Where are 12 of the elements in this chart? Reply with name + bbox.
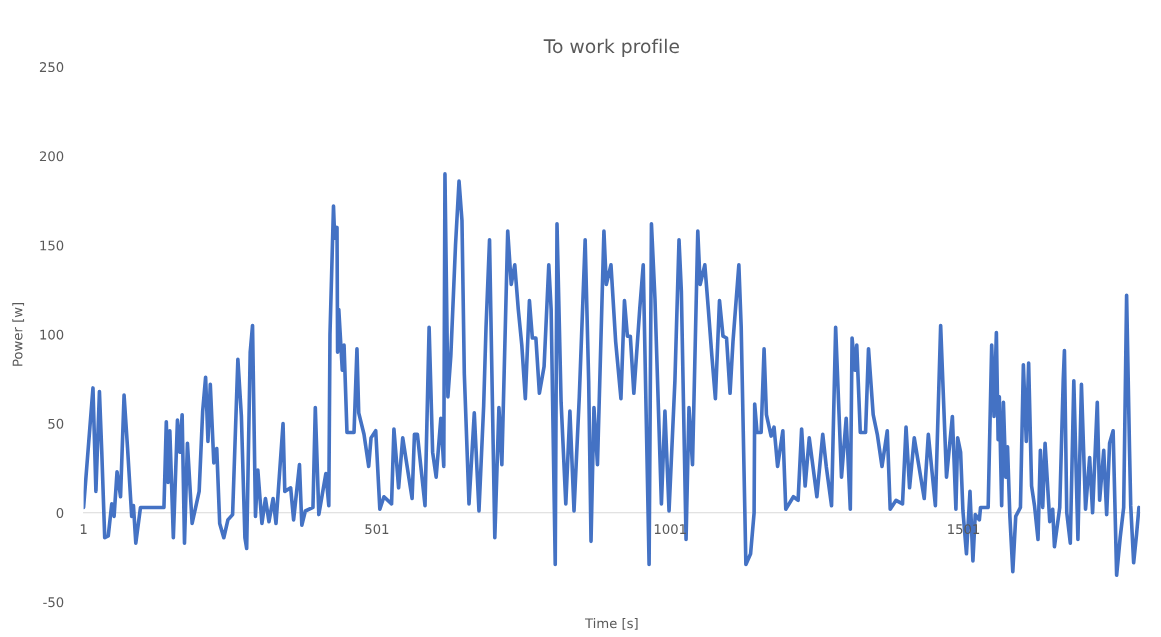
y-tick-label: 100 [40, 329, 64, 340]
y-tick-label: 250 [39, 62, 64, 73]
y-tick-label: 50 [48, 418, 64, 429]
y-axis-title: Power [w] [12, 302, 25, 366]
y-tick-label: -50 [43, 597, 64, 608]
y-tick-label: 0 [56, 508, 64, 518]
x-tick-label: 501 [365, 524, 389, 535]
y-tick-label: 150 [40, 240, 64, 251]
x-tick-label: 1 [80, 524, 87, 534]
chart-title: To work profile [543, 38, 679, 57]
y-tick-label: 200 [39, 151, 64, 162]
x-axis-title: Time [s] [584, 618, 638, 630]
